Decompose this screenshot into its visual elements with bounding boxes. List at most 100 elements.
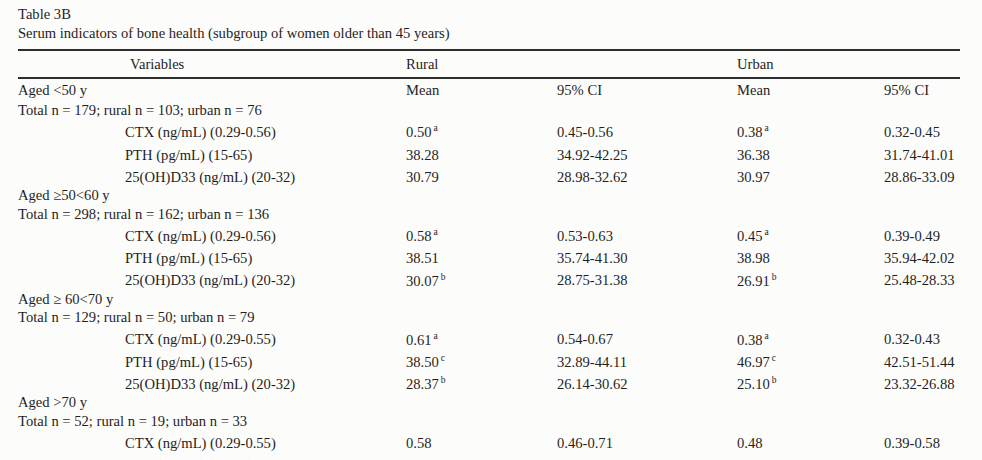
rural-mean-value: 38.28 — [406, 147, 439, 163]
subheader-row: Aged <50 y Mean 95% CI Mean 95% CI — [18, 78, 960, 101]
urban-mean-value: 38.98 — [737, 250, 770, 266]
urban-ci-value: 23.32-26.88 — [884, 371, 960, 393]
rural-mean-cell: 0.61a — [406, 327, 557, 349]
rural-mean-superscript: b — [441, 272, 446, 282]
rural-ci-value: 26.14-30.62 — [557, 371, 737, 393]
table-row: CTX (ng/mL) (0.29-0.56)0.58a 0.53-0.630.4… — [18, 223, 960, 245]
urban-ci-value: 0.32-0.45 — [884, 119, 960, 141]
age-group-row: Aged ≥50<60 y — [18, 186, 960, 204]
urban-mean-value: 36.38 — [737, 147, 770, 163]
urban-mean-cell: 0.45a — [737, 223, 884, 245]
urban-mean-superscript: a — [765, 123, 769, 133]
urban-mean-value: 0.38 — [737, 331, 763, 347]
group-total-row: Total n = 129; rural n = 50; urban n = 7… — [18, 308, 960, 326]
rural-mean-superscript: b — [441, 375, 446, 385]
table-row: CTX (ng/mL) (0.29-0.56)0.50a0.45-0.560.3… — [18, 119, 960, 141]
urban-mean-value: 0.48 — [737, 435, 763, 451]
urban-mean-value: 26.91 — [737, 272, 770, 288]
rural-ci-value: 34.92-42.25 — [557, 142, 737, 164]
variable-label: CTX (ng/mL) (0.29-0.56) — [18, 119, 406, 141]
subheader-urban-mean: Mean — [737, 78, 884, 101]
rural-mean-cell: 45.90 — [406, 453, 557, 460]
variable-label: 25(OH)D33 (ng/mL) (20-32) — [18, 268, 406, 290]
group-total-row: Total n = 52; rural n = 19; urban n = 33 — [18, 412, 960, 430]
column-header-spacer-2 — [884, 50, 960, 78]
table-row: CTX (ng/mL) (0.29-0.55)0.61a0.54-0.670.3… — [18, 327, 960, 349]
table-row: PTH (pg/mL) (15-65)38.28 34.92-42.2536.38… — [18, 142, 960, 164]
column-header-spacer-1 — [557, 50, 737, 78]
column-header-rural: Rural — [406, 50, 557, 78]
rural-mean-value: 0.50 — [406, 124, 432, 140]
rural-ci-value: 32.89-44.11 — [557, 349, 737, 371]
urban-mean-superscript: b — [772, 375, 777, 385]
rural-mean-cell: 38.51 — [406, 245, 557, 267]
urban-mean-value: 0.45 — [737, 228, 763, 244]
group-total-row: Total n = 179; rural n = 103; urban n = … — [18, 101, 960, 119]
rural-mean-value: 30.79 — [406, 169, 439, 185]
subheader-urban-ci: 95% CI — [884, 78, 960, 101]
variable-label: CTX (ng/mL) (0.29-0.56) — [18, 223, 406, 245]
group-total-label: Total n = 179; rural n = 103; urban n = … — [18, 101, 960, 119]
bone-health-table: Variables Rural Urban Aged <50 y Mean 95… — [18, 49, 960, 460]
variable-label: CTX (ng/mL) (0.29-0.55) — [18, 327, 406, 349]
column-header-urban: Urban — [737, 50, 884, 78]
urban-mean-cell: 38.98 — [737, 245, 884, 267]
urban-mean-superscript: a — [765, 331, 769, 341]
group-total-label: Total n = 129; rural n = 50; urban n = 7… — [18, 308, 960, 326]
urban-mean-value: 25.10 — [737, 376, 770, 392]
urban-mean-cell: 0.48 — [737, 430, 884, 452]
table-row: PTH (pg/mL) (15-65)45.9033.83-57.9754.37… — [18, 453, 960, 460]
variable-label: PTH (pg/mL) (15-65) — [18, 349, 406, 371]
rural-mean-value: 30.07 — [406, 272, 439, 288]
rural-mean-value: 0.58 — [406, 228, 432, 244]
column-header-row: Variables Rural Urban — [18, 50, 960, 78]
urban-mean-superscript: c — [772, 353, 776, 363]
table-row: PTH (pg/mL) (15-65)38.51 35.74-41.3038.98… — [18, 245, 960, 267]
urban-mean-cell: 30.97 — [737, 164, 884, 186]
variable-label: PTH (pg/mL) (15-65) — [18, 142, 406, 164]
rural-mean-cell: 38.28 — [406, 142, 557, 164]
rural-mean-value: 28.37 — [406, 376, 439, 392]
urban-ci-value: 0.39-0.49 — [884, 223, 960, 245]
urban-ci-value: 31.74-41.01 — [884, 142, 960, 164]
rural-ci-value: 28.75-31.38 — [557, 268, 737, 290]
group-total-label: Total n = 52; rural n = 19; urban n = 33 — [18, 412, 960, 430]
urban-mean-superscript: b — [772, 272, 777, 282]
urban-mean-cell: 0.38a — [737, 327, 884, 349]
variable-label: PTH (pg/mL) (15-65) — [18, 245, 406, 267]
variable-label: 25(OH)D33 (ng/mL) (20-32) — [18, 164, 406, 186]
rural-mean-cell: 0.50a — [406, 119, 557, 141]
rural-ci-value: 0.46-0.71 — [557, 430, 737, 452]
rural-ci-value: 28.98-32.62 — [557, 164, 737, 186]
rural-mean-superscript: a — [434, 227, 438, 237]
urban-mean-cell: 26.91b — [737, 268, 884, 290]
rural-mean-cell: 30.07b — [406, 268, 557, 290]
variable-label: PTH (pg/mL) (15-65) — [18, 453, 406, 460]
table-row: 25(OH)D33 (ng/mL) (20-32)28.37b26.14-30.… — [18, 371, 960, 393]
subheader-rural-ci: 95% CI — [557, 78, 737, 101]
age-group-label: Aged ≥ 60<70 y — [18, 290, 960, 308]
urban-mean-cell: 54.37 — [737, 453, 884, 460]
urban-ci-value: 28.86-33.09 — [884, 164, 960, 186]
rural-mean-value: 38.50 — [406, 354, 439, 370]
rural-ci-value: 0.54-0.67 — [557, 327, 737, 349]
age-group-row: Aged ≥ 60<70 y — [18, 290, 960, 308]
urban-mean-value: 0.38 — [737, 124, 763, 140]
table-body: Total n = 179; rural n = 103; urban n = … — [18, 101, 960, 460]
rural-mean-value: 38.51 — [406, 250, 439, 266]
urban-ci-value: 0.32-0.43 — [884, 327, 960, 349]
rural-ci-value: 0.45-0.56 — [557, 119, 737, 141]
table-caption: Table 3B Serum indicators of bone health… — [18, 5, 982, 42]
rural-mean-superscript: a — [434, 331, 438, 341]
urban-ci-value: 45.21-63.53 — [884, 453, 960, 460]
rural-ci-value: 35.74-41.30 — [557, 245, 737, 267]
urban-ci-value: 42.51-51.44 — [884, 349, 960, 371]
urban-mean-cell: 25.10b — [737, 371, 884, 393]
rural-ci-value: 0.53-0.63 — [557, 223, 737, 245]
age-group-label: Aged >70 y — [18, 393, 960, 411]
column-header-variables: Variables — [18, 50, 406, 78]
urban-mean-cell: 0.38a — [737, 119, 884, 141]
rural-mean-value: 0.58 — [406, 435, 432, 451]
urban-ci-value: 0.39-0.58 — [884, 430, 960, 452]
rural-mean-cell: 28.37b — [406, 371, 557, 393]
